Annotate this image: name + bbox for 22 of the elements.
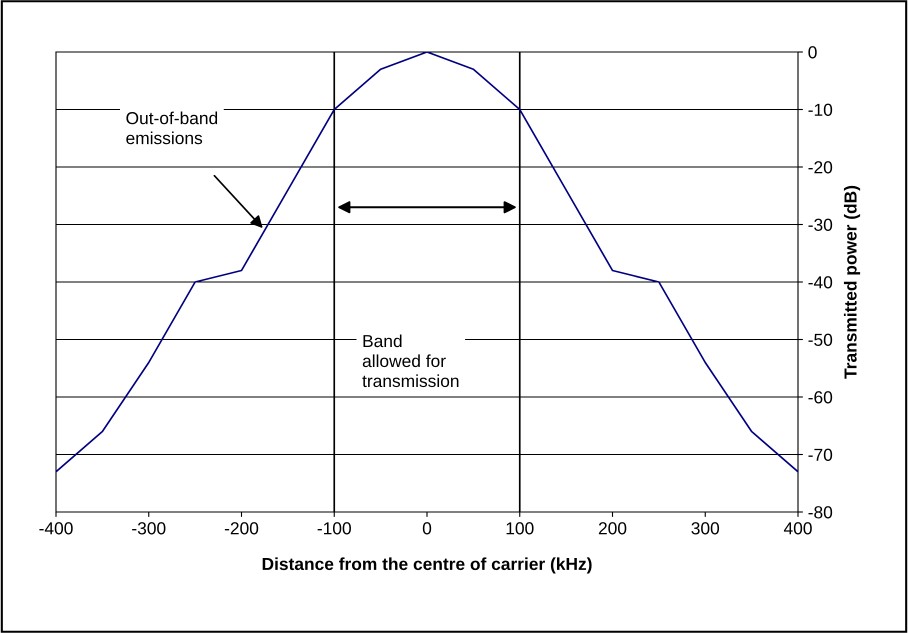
y-tick-label: -80	[808, 506, 832, 518]
x-tick-label: -400	[39, 522, 73, 534]
y-tick-label: -50	[808, 334, 832, 346]
annotation: Out-of-band emissions	[126, 112, 218, 144]
x-tick-label: 0	[422, 522, 432, 534]
annotation: Band allowed for transmission	[362, 334, 458, 388]
x-tick-label: 400	[784, 522, 812, 534]
x-tick-label: -300	[132, 522, 166, 534]
x-tick-label: 200	[598, 522, 626, 534]
y-tick-label: -10	[808, 104, 832, 116]
y-tick-label: 0	[808, 46, 817, 58]
y-axis-title: Transmitted power (dB)	[844, 186, 860, 379]
y-tick-label: -40	[808, 276, 832, 288]
y-tick-label: -30	[808, 218, 832, 231]
y-tick-label: -70	[808, 448, 832, 461]
y-tick-label: -60	[808, 391, 832, 404]
x-tick-label: -200	[224, 522, 258, 534]
y-tick-label: -20	[808, 161, 832, 174]
x-axis-title: Distance from the centre of carrier (kHz)	[262, 557, 592, 574]
x-tick-label: 300	[691, 522, 720, 534]
x-tick-label: 100	[506, 522, 534, 534]
x-tick-label: -100	[318, 522, 351, 534]
